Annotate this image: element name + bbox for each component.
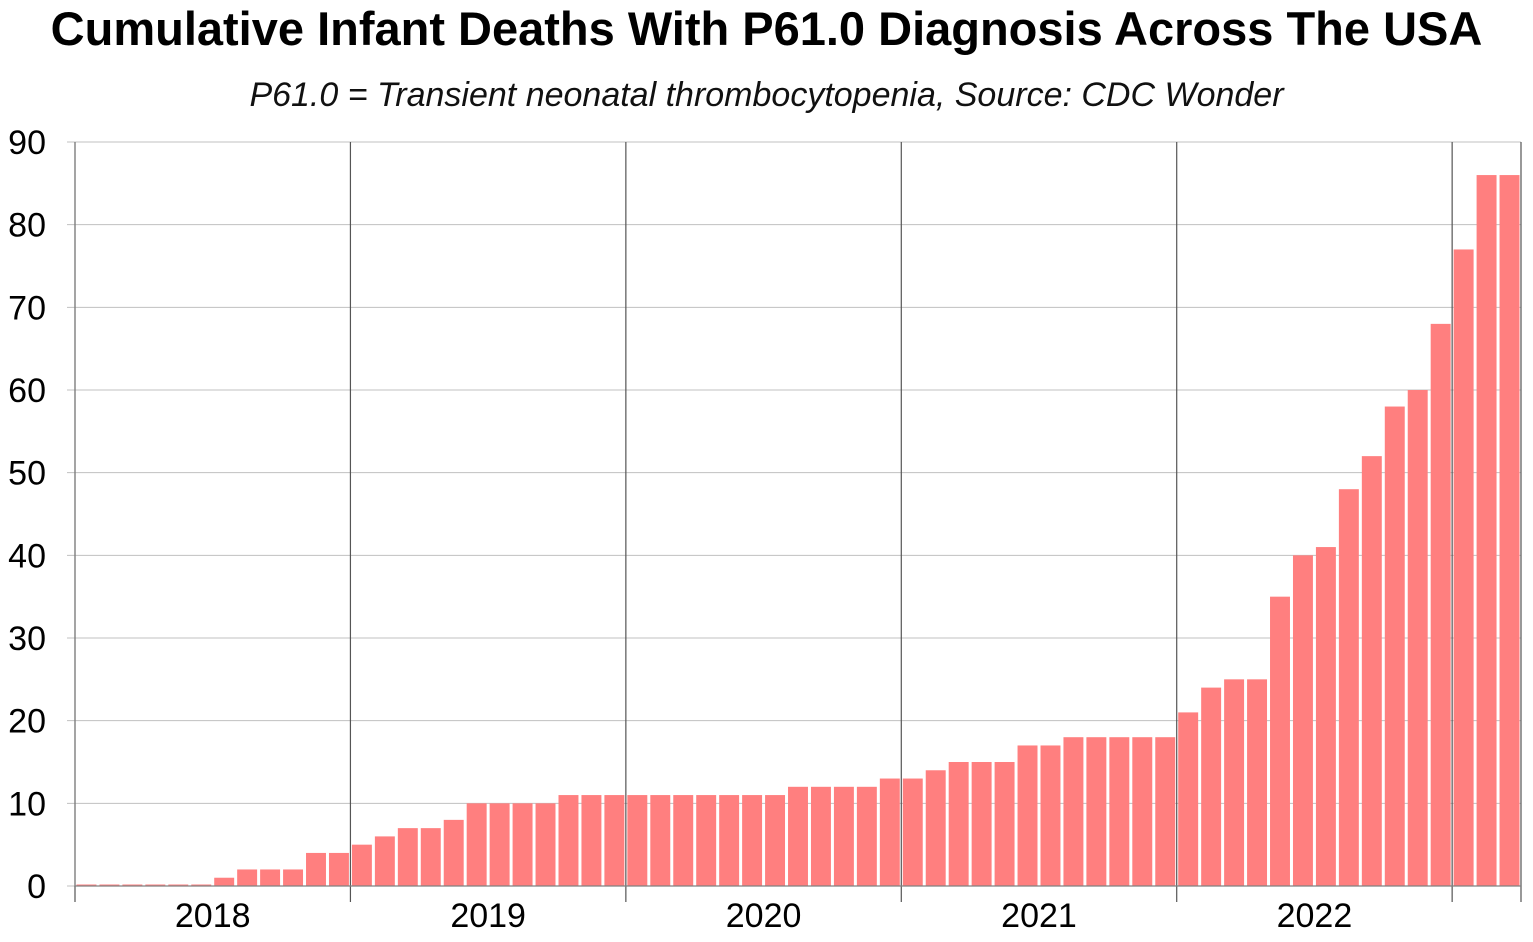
x-year-label: 2018 [175, 897, 251, 935]
axis-layer [74, 142, 1521, 887]
y-tick-label: 40 [8, 537, 46, 575]
x-year-label: 2021 [1001, 897, 1077, 935]
bar [833, 786, 854, 886]
bar [145, 884, 166, 886]
bar [696, 795, 717, 886]
bar [283, 869, 304, 886]
bar [1155, 737, 1176, 886]
y-tick-label: 20 [8, 703, 46, 741]
bar [1476, 175, 1497, 887]
bars-layer [76, 175, 1520, 887]
bar [1086, 737, 1107, 886]
bar [788, 786, 808, 886]
bar [237, 869, 258, 886]
bar [374, 836, 395, 886]
bar [948, 762, 969, 886]
chart-title: Cumulative Infant Deaths With P61.0 Diag… [50, 1, 1483, 55]
x-year-label: 2020 [726, 897, 802, 935]
bar [627, 795, 648, 886]
bar [191, 884, 212, 886]
bar [925, 770, 946, 886]
y-tick-label: 30 [8, 620, 46, 658]
bar [1407, 390, 1428, 886]
bar [1430, 323, 1451, 886]
chart-subtitle: P61.0 = Transient neonatal thrombocytope… [249, 75, 1284, 114]
bar [1063, 737, 1084, 886]
bar [443, 819, 464, 886]
bar [1338, 489, 1359, 886]
bar [99, 884, 120, 886]
bar [650, 795, 671, 886]
bar [856, 786, 877, 886]
bar [1292, 555, 1313, 886]
bar [1361, 456, 1382, 886]
bar [328, 852, 349, 886]
bar [397, 828, 418, 886]
bar [1132, 737, 1153, 886]
bar [512, 803, 533, 886]
bar [558, 795, 579, 886]
label-layer: 0 10 20 30 40 50 60 70 80 90 2018 2019 2020 2021 2022 [8, 124, 1352, 935]
y-tick-label: 80 [8, 207, 46, 245]
bar [1384, 406, 1405, 886]
bar [1017, 745, 1038, 886]
bar [1270, 596, 1290, 886]
bar [535, 803, 556, 886]
bar [1224, 679, 1245, 886]
y-tick-label: 0 [27, 868, 46, 906]
bar [1315, 547, 1336, 886]
bar [673, 795, 694, 886]
bar [306, 852, 326, 886]
bar [76, 884, 97, 886]
x-year-label: 2019 [450, 897, 526, 935]
bar [1247, 679, 1268, 886]
bar [420, 828, 441, 886]
bar [122, 884, 143, 886]
bar [168, 884, 189, 886]
y-tick-label: 70 [8, 289, 46, 327]
bar [742, 795, 763, 886]
y-tick-label: 60 [8, 372, 46, 410]
y-tick-label: 90 [8, 124, 46, 162]
bar [1499, 175, 1520, 887]
bar [719, 795, 740, 886]
bar [1453, 249, 1474, 886]
x-year-label: 2022 [1277, 897, 1353, 935]
bar [765, 795, 786, 886]
bar [351, 844, 372, 886]
bar [1040, 745, 1061, 886]
bar [971, 762, 992, 886]
bar [1201, 687, 1222, 886]
bar [902, 778, 923, 886]
bar [1178, 712, 1199, 886]
bar [879, 778, 900, 886]
bar [214, 877, 235, 886]
bar [581, 795, 602, 886]
bar [260, 869, 281, 886]
y-tick-label: 50 [8, 455, 46, 493]
bar [1109, 737, 1130, 886]
y-tick-label: 10 [8, 785, 46, 823]
bar [466, 803, 487, 886]
bar [604, 795, 625, 886]
bar [810, 786, 831, 886]
bar [994, 762, 1015, 886]
bar [489, 803, 510, 886]
